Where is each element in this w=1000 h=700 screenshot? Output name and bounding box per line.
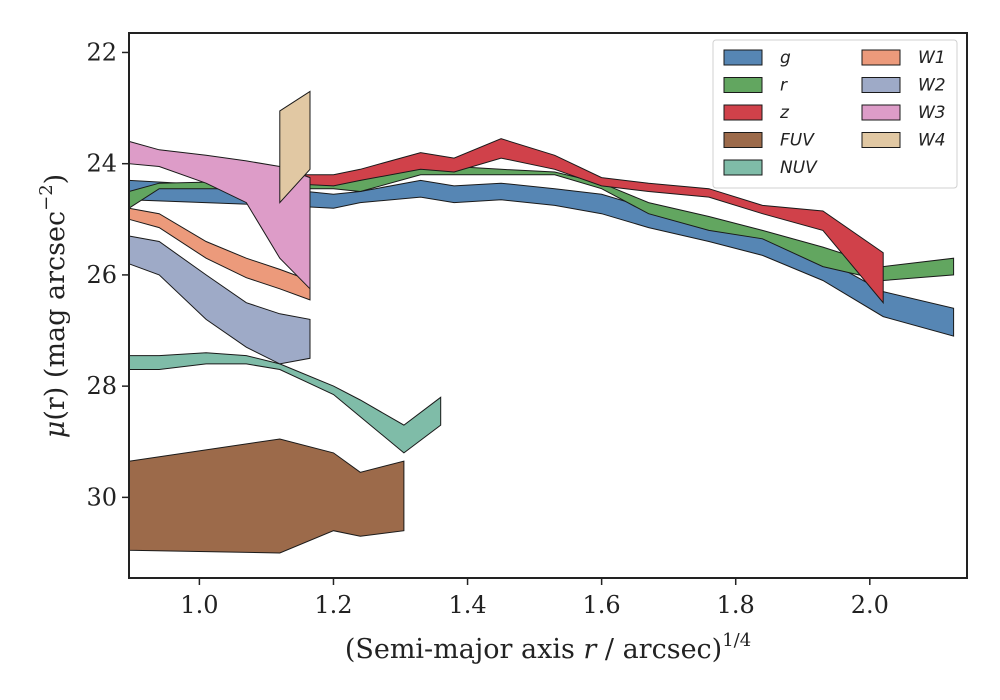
- legend-label-g: g: [780, 48, 791, 68]
- y-axis-title-r: (r): [40, 387, 71, 421]
- legend-swatch-g: [723, 49, 763, 66]
- band-w2: [128, 235, 311, 365]
- band-w1: [128, 207, 311, 301]
- y-axis-title: μ(r) (mag arcsec−2): [36, 174, 71, 438]
- x-tick-label: 1.6: [583, 591, 621, 619]
- x-tick-label: 1.2: [314, 591, 352, 619]
- legend-swatch-w2: [861, 77, 901, 93]
- y-tick-label: 22: [86, 38, 117, 66]
- plot-frame: [128, 32, 968, 579]
- legend-swatch-z: [723, 104, 763, 121]
- legend-label-nuv: NUV: [780, 158, 818, 178]
- legend-label-z: z: [779, 103, 790, 123]
- legend-label-r: r: [780, 76, 788, 96]
- legend-swatch-nuv: [723, 159, 763, 176]
- y-axis-ticks: 22 24 26 28 30: [86, 38, 129, 511]
- y-axis-title-tail: (mag arcsec: [40, 211, 71, 387]
- legend-label-w1: W1: [918, 48, 946, 68]
- y-tick-label: 26: [86, 261, 117, 289]
- legend: grz FUV NUV W1 W2 W3 W4: [712, 39, 958, 189]
- band-w4: [279, 90, 311, 204]
- x-tick-label: 2.0: [851, 591, 889, 619]
- band-z: [279, 138, 884, 305]
- x-axis-title-sup: 1/4: [722, 630, 751, 651]
- band-nuv: [128, 352, 442, 454]
- y-tick-label: 30: [86, 483, 117, 511]
- band-w3: [128, 140, 311, 291]
- legend-swatch-fuv: [723, 132, 763, 148]
- legend-label-w2: W2: [918, 76, 946, 96]
- x-axis-title-main: (Semi-major axis: [345, 634, 584, 665]
- x-axis-title-var: r: [583, 634, 598, 665]
- legend-label-fuv: FUV: [780, 131, 815, 151]
- legend-swatch-w3: [861, 104, 901, 121]
- legend-swatch-w4: [861, 132, 901, 148]
- y-tick-label: 24: [86, 150, 117, 178]
- legend-swatch-r: [723, 77, 763, 93]
- y-axis-title-sup: −2: [36, 184, 57, 211]
- legend-label-w3: W3: [918, 103, 946, 123]
- legend-label-w4: W4: [918, 131, 946, 151]
- y-tick-label: 28: [86, 372, 117, 400]
- band-g: [128, 179, 955, 337]
- band-fuv: [128, 438, 405, 554]
- x-tick-label: 1.4: [448, 591, 486, 619]
- legend-swatch-w1: [861, 49, 901, 66]
- y-axis-title-close: ): [40, 174, 71, 185]
- x-axis-ticks: 1.0 1.2 1.4 1.6 1.8 2.0: [180, 578, 889, 619]
- data-bands: [128, 90, 955, 554]
- y-axis-title-mu: μ: [40, 421, 71, 439]
- x-axis-title: (Semi-major axis r / arcsec)1/4: [345, 630, 751, 665]
- x-tick-label: 1.8: [717, 591, 755, 619]
- x-axis-title-tail: / arcsec): [596, 634, 722, 665]
- x-tick-label: 1.0: [180, 591, 218, 619]
